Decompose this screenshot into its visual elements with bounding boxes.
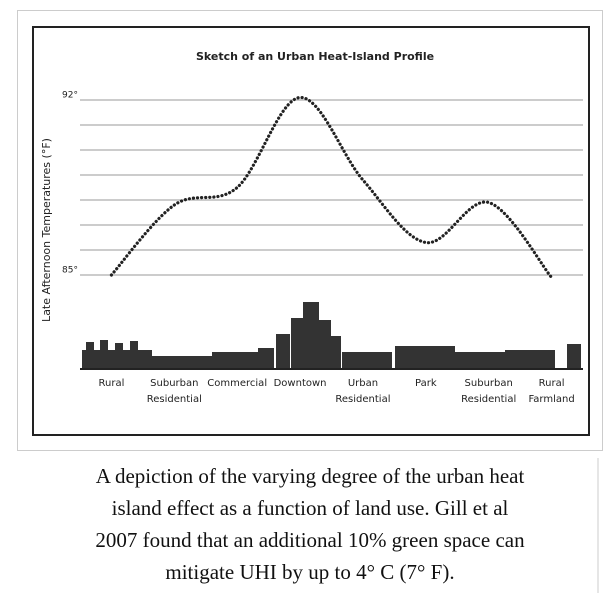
temperature-line [109,95,554,280]
caption-line: A depiction of the varying degree of the… [96,464,525,488]
skyline [82,302,581,368]
x-tick-label: Park [415,378,437,389]
y-tick-label: 85° [62,266,78,276]
x-tick-label: Suburban Residential [461,378,516,405]
caption-line: island effect as a function of land use.… [112,496,509,520]
chart-frame [32,26,590,436]
x-tick-label: Rural [99,378,125,389]
y-tick-label: 92° [62,91,78,101]
x-tick-label: Suburban Residential [147,378,202,405]
x-tick-label: Urban Residential [335,378,390,405]
caption-line: mitigate UHI by up to 4° C (7° F). [165,560,454,584]
x-tick-label: Rural Farmland [528,378,574,405]
y-axis-label: Late Afternoon Temperatures (°F) [40,138,53,322]
caption: A depiction of the varying degree of the… [95,464,525,584]
chart-title: Sketch of an Urban Heat-Island Profile [196,50,434,63]
x-tick-label: Commercial [207,378,267,389]
x-tick-label: Downtown [274,378,327,389]
caption-line: 2007 found that an additional 10% green … [95,528,525,552]
